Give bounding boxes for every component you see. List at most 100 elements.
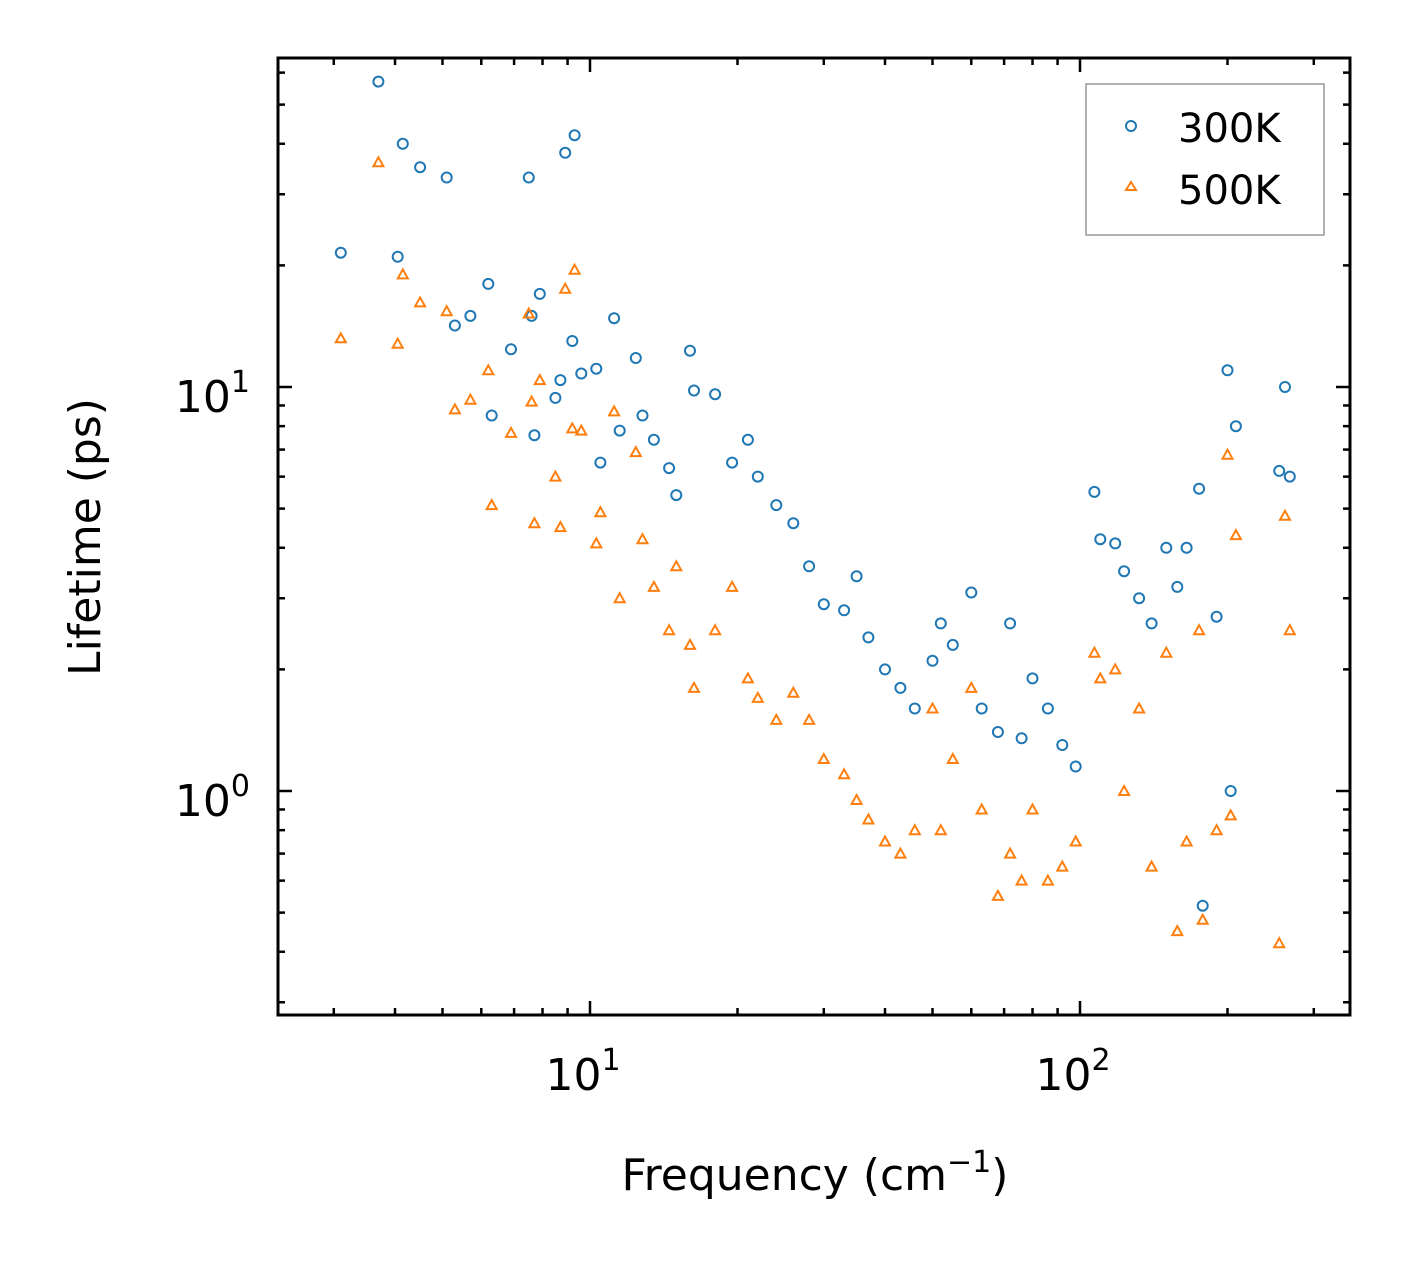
data-point-300k (726, 456, 739, 469)
data-point-300k (608, 312, 621, 325)
data-point-500k (934, 823, 948, 836)
legend-label-500k: 500K (1178, 168, 1282, 214)
data-point-500k (593, 505, 608, 518)
data-point-500k (504, 425, 518, 438)
data-point-300k (505, 343, 517, 356)
data-point-300k (1193, 482, 1206, 495)
data-point-300k (391, 250, 404, 263)
data-point-300k (485, 409, 498, 422)
data-point-300k (522, 171, 535, 184)
data-point-300k (787, 517, 800, 530)
data-point-500k (463, 392, 478, 405)
legend: 300K 500K (1085, 83, 1325, 236)
data-point-500k (613, 591, 627, 604)
data-point-500k (683, 637, 697, 650)
data-point-300k (566, 335, 579, 347)
data-point-500k (448, 402, 462, 415)
data-point-300k (636, 409, 649, 422)
x-axis-label: Frequency (cm−1) (622, 1145, 1009, 1201)
data-point-300k (688, 384, 700, 397)
data-point-300k (448, 319, 461, 332)
data-point-500k (802, 712, 816, 725)
data-point-500k (669, 559, 683, 572)
data-point-500k (481, 363, 495, 376)
data-point-300k (770, 499, 783, 512)
data-point-300k (1279, 381, 1291, 393)
data-point-500k (553, 520, 568, 533)
data-point-500k (635, 532, 650, 545)
plot-frame (276, 56, 1352, 1017)
data-point-500k (908, 823, 922, 836)
data-point-500k (396, 267, 410, 280)
data-point-300k (838, 604, 851, 617)
data-point-500k (1093, 671, 1107, 684)
data-point-300k (1283, 470, 1296, 483)
data-point-300k (975, 702, 988, 715)
data-point-300k (684, 344, 696, 357)
data-point-500k (567, 262, 582, 275)
svg-text:102: 102 (1035, 1043, 1110, 1101)
data-point-500k (647, 579, 661, 592)
data-point-500k (522, 306, 536, 319)
data-point-500k (861, 812, 876, 825)
data-point-500k (1041, 873, 1055, 886)
data-point-300k (613, 424, 626, 437)
data-point-500k (1014, 873, 1029, 886)
data-point-500k (558, 281, 572, 294)
data-point-300k (751, 470, 764, 483)
data-point-300k (1015, 732, 1028, 745)
data-point-300k (1094, 533, 1107, 546)
data-point-500k (1192, 623, 1206, 636)
svg-text:101: 101 (175, 365, 250, 423)
data-point-300k (850, 570, 863, 583)
data-point-300k (934, 617, 947, 630)
x-tick-label-10-2: 102 (1035, 1043, 1110, 1101)
data-point-300k (1088, 485, 1101, 498)
series-300k (334, 75, 1296, 912)
data-point-500k (1278, 508, 1292, 521)
data-point-300k (464, 309, 477, 322)
data-point-300k (440, 171, 453, 184)
data-point-500k (975, 802, 989, 815)
data-point-300k (1229, 420, 1242, 433)
data-point-500k (662, 623, 676, 636)
data-point-500k (769, 712, 783, 725)
data-point-300k (482, 277, 495, 290)
data-point-500k (1069, 834, 1083, 847)
data-point-500k (1003, 846, 1017, 859)
data-point-300k (1056, 739, 1069, 751)
data-point-500k (991, 888, 1005, 901)
data-point-500k (964, 680, 978, 693)
data-point-500k (440, 304, 454, 317)
data-point-500k (574, 423, 588, 436)
data-point-300k (525, 309, 538, 322)
data-point-500k (524, 394, 539, 407)
data-point-500k (725, 579, 739, 592)
data-point-300k (1196, 899, 1209, 912)
data-point-300k (575, 367, 588, 380)
data-point-500k (1220, 447, 1235, 460)
data-point-300k (533, 287, 546, 300)
data-point-500k (687, 680, 701, 693)
data-point-300k (663, 462, 676, 475)
data-point-300k (559, 146, 572, 159)
data-point-300k (1145, 617, 1158, 630)
data-point-300k (1224, 785, 1237, 797)
data-point-500k (1224, 808, 1238, 821)
data-point-300k (590, 362, 603, 375)
data-point-300k (803, 560, 816, 573)
data-point-300k (1004, 617, 1017, 630)
scatter-points (334, 75, 1297, 949)
svg-text:101: 101 (545, 1043, 620, 1101)
data-point-300k (1171, 580, 1184, 593)
data-point-500k (1108, 662, 1122, 675)
data-point-500k (1159, 645, 1173, 658)
data-point-500k (1132, 701, 1146, 714)
data-point-300k (908, 702, 921, 715)
data-point-300k (709, 388, 722, 401)
data-point-300k (528, 429, 541, 442)
data-point-300k (1041, 702, 1054, 715)
data-point-300k (554, 374, 567, 387)
data-point-300k (1026, 672, 1039, 685)
data-point-500k (629, 445, 643, 458)
